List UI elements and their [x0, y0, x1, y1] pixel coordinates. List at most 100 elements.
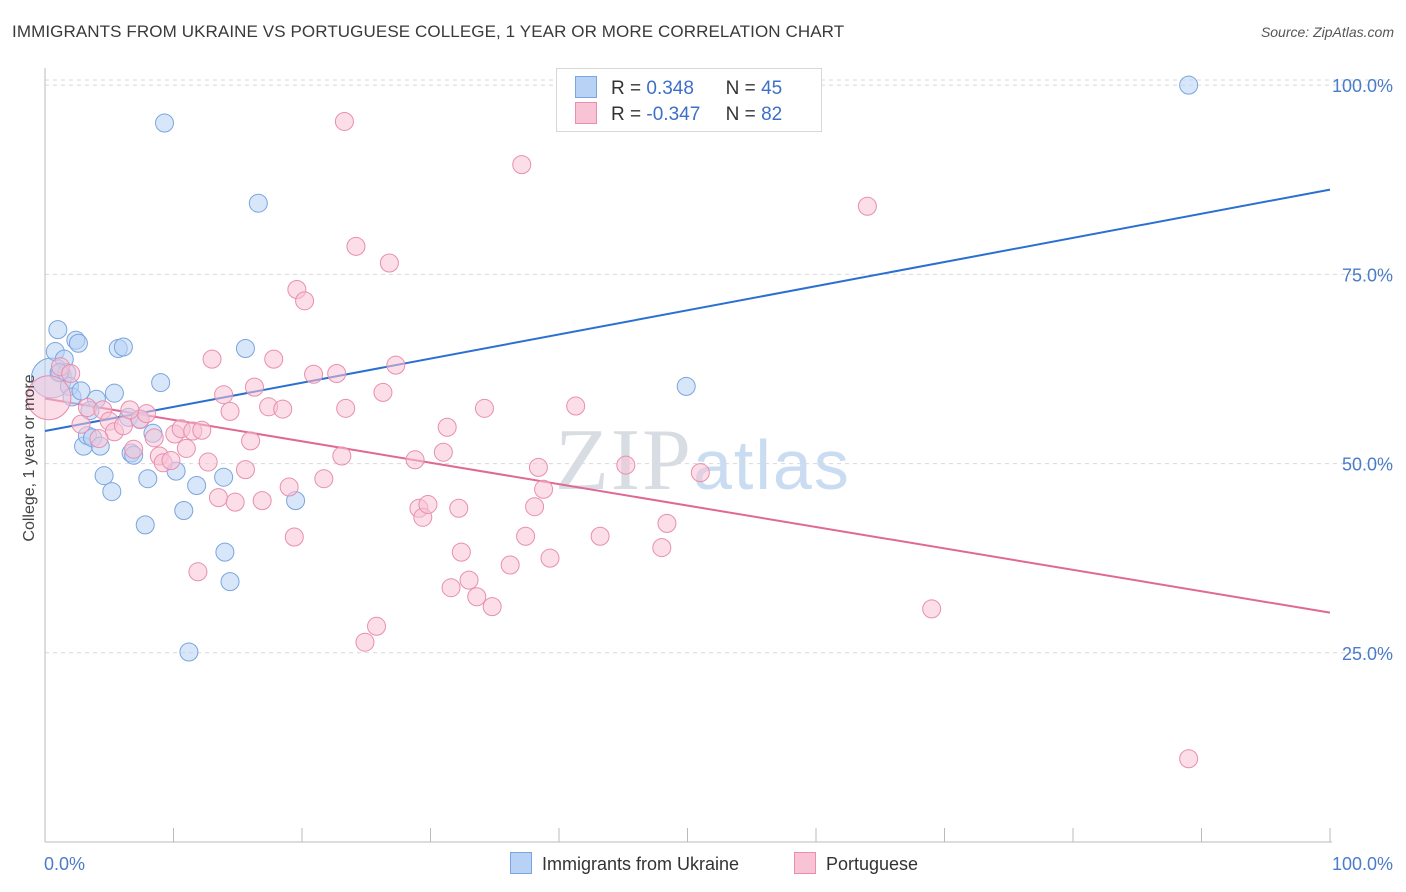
portuguese-swatch	[575, 102, 597, 124]
portuguese-point	[161, 451, 181, 471]
legend-n-label: N =	[725, 78, 756, 99]
ukraine-point	[155, 113, 175, 133]
portuguese-point	[336, 398, 356, 418]
portuguese-point	[405, 450, 425, 470]
portuguese-point	[590, 526, 610, 546]
ukraine-swatch	[510, 852, 532, 874]
ukraine-point	[71, 381, 91, 401]
portuguese-point	[459, 570, 479, 590]
legend-r-label: R =	[611, 104, 642, 125]
chart-title: IMMIGRANTS FROM UKRAINE VS PORTUGUESE CO…	[12, 22, 845, 41]
portuguese-point	[379, 253, 399, 273]
portuguese-point	[566, 396, 586, 416]
portuguese-point	[273, 399, 293, 419]
bottom-legend-portuguese-label: Portuguese	[826, 854, 919, 874]
portuguese-point	[198, 452, 218, 472]
portuguese-point	[922, 599, 942, 619]
portuguese-point	[304, 364, 324, 384]
portuguese-point	[433, 442, 453, 462]
portuguese-point	[500, 555, 520, 575]
source-credit: Source: ZipAtlas.com	[1260, 24, 1394, 40]
portuguese-point	[652, 538, 672, 558]
portuguese-point	[61, 364, 81, 384]
ukraine-point	[179, 642, 199, 662]
legend-n-value: 82	[761, 104, 783, 125]
ukraine-point	[104, 383, 124, 403]
portuguese-point	[334, 111, 354, 131]
ukraine-point	[113, 337, 133, 357]
legend-row-portuguese: R = -0.347 N = 82	[575, 102, 782, 126]
portuguese-point	[188, 562, 208, 582]
data-points	[26, 75, 1199, 769]
portuguese-point	[482, 597, 502, 617]
portuguese-point	[616, 455, 636, 475]
correlation-legend: R = 0.348 N = 45 R = -0.347 N = 82	[556, 68, 822, 132]
ukraine-point	[215, 542, 235, 562]
portuguese-point	[314, 469, 334, 489]
portuguese-point	[346, 236, 366, 256]
ukraine-point	[1179, 75, 1199, 95]
x-tick-label: 0.0%	[44, 854, 85, 874]
y-axis-label: College, 1 year or more	[21, 374, 38, 541]
portuguese-point	[113, 416, 133, 436]
y-tick-label: 50.0%	[1342, 455, 1393, 475]
portuguese-point	[857, 196, 877, 216]
portuguese-point	[208, 488, 228, 508]
legend-n-label: N =	[725, 104, 756, 125]
portuguese-point	[467, 587, 487, 607]
bottom-legend-ukraine: Immigrants from Ukraine	[510, 852, 739, 875]
ukraine-swatch	[575, 76, 597, 98]
portuguese-point	[202, 349, 222, 369]
portuguese-point	[252, 491, 272, 511]
portuguese-swatch	[794, 852, 816, 874]
ukraine-point	[220, 572, 240, 592]
y-tick-label: 100.0%	[1332, 76, 1393, 96]
bottom-legend-portuguese: Portuguese	[794, 852, 918, 875]
portuguese-point	[279, 477, 299, 497]
ukraine-point	[214, 467, 234, 487]
portuguese-point	[512, 155, 532, 175]
portuguese-point	[690, 463, 710, 483]
legend-r-label: R =	[611, 78, 642, 99]
portuguese-point	[528, 457, 548, 477]
portuguese-point	[534, 479, 554, 499]
portuguese-point	[332, 446, 352, 466]
portuguese-point	[327, 364, 347, 384]
portuguese-point	[386, 355, 406, 375]
ukraine-point	[187, 476, 207, 496]
portuguese-point	[71, 414, 91, 434]
trend-lines	[44, 188, 1331, 614]
legend-n-value: 45	[761, 78, 783, 99]
watermark: ZIPatlas	[555, 412, 851, 509]
ukraine-point	[248, 193, 268, 213]
portuguese-point	[418, 494, 438, 514]
grid	[45, 79, 1390, 654]
portuguese-point	[120, 400, 140, 420]
portuguese-point	[373, 382, 393, 402]
portuguese-point	[441, 578, 461, 598]
portuguese-point	[220, 401, 240, 421]
portuguese-trend-line	[44, 397, 1331, 614]
portuguese-point	[525, 497, 545, 517]
portuguese-point	[214, 385, 234, 405]
ukraine-point	[48, 320, 68, 340]
portuguese-point	[437, 417, 457, 437]
ukraine-point	[94, 466, 114, 486]
ukraine-point	[102, 482, 122, 502]
ukraine-point	[174, 500, 194, 520]
portuguese-point	[284, 527, 304, 547]
portuguese-point	[657, 513, 677, 533]
portuguese-point	[225, 492, 245, 512]
portuguese-point	[89, 429, 109, 449]
legend-r-value: -0.347	[646, 104, 701, 125]
x-tick-label: 100.0%	[1332, 854, 1393, 874]
legend-row-ukraine: R = 0.348 N = 45	[575, 76, 782, 100]
portuguese-point	[516, 526, 536, 546]
portuguese-point	[451, 542, 471, 562]
portuguese-point	[244, 377, 264, 397]
ukraine-point	[151, 373, 171, 393]
portuguese-point	[124, 439, 144, 459]
portuguese-point	[235, 460, 255, 480]
y-tick-label: 25.0%	[1342, 644, 1393, 664]
